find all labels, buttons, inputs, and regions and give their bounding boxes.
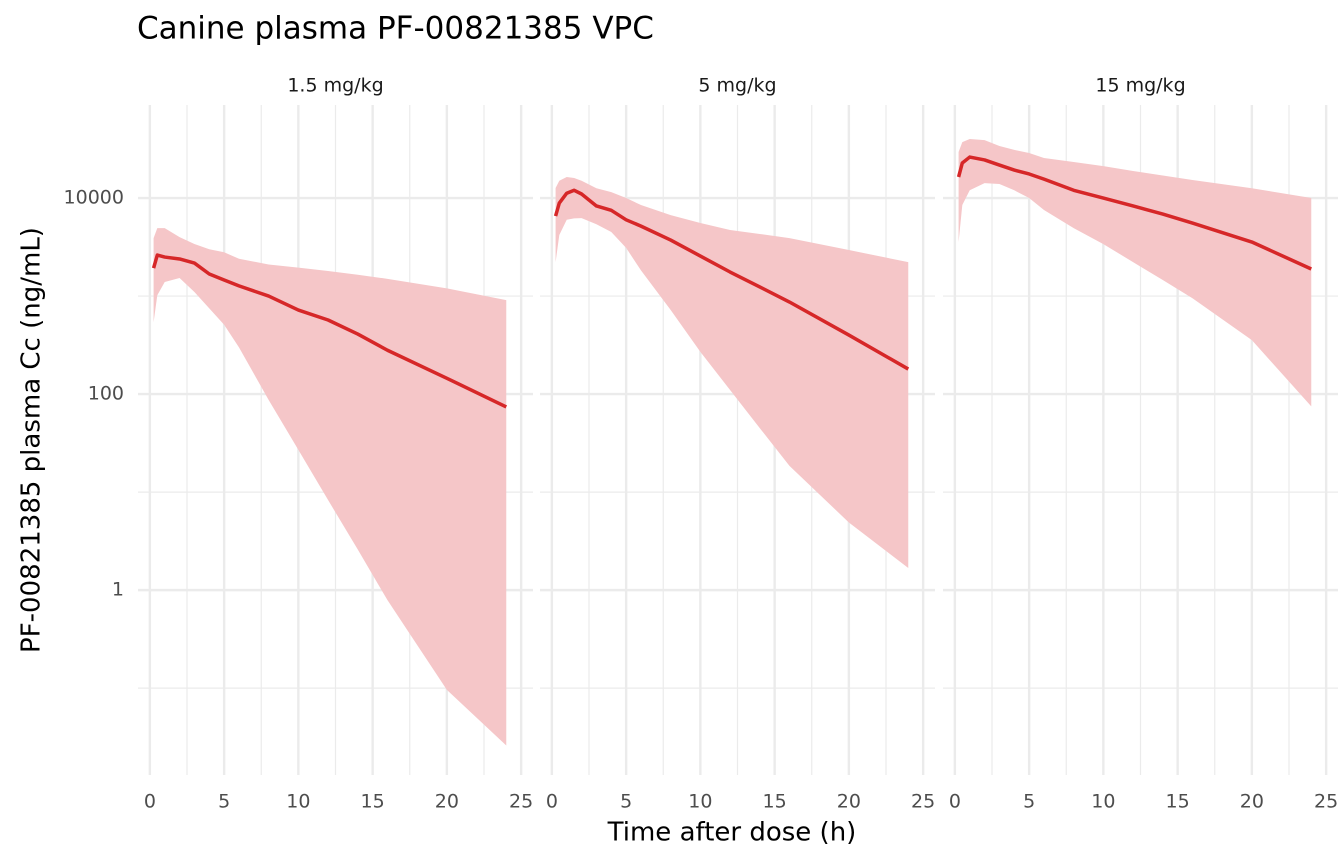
x-tick-label: 5 [218, 791, 230, 813]
x-tick-label: 5 [1023, 791, 1035, 813]
ribbon [555, 176, 909, 569]
median-line [956, 155, 1312, 271]
x-tick-label: 20 [1240, 791, 1264, 813]
x-axis-label: Time after dose (h) [607, 818, 857, 848]
x-tick-label: 0 [949, 791, 961, 813]
y-tick-label: 10000 [64, 187, 124, 209]
ribbon [958, 139, 1312, 407]
y-tick-label: 1 [112, 579, 124, 601]
y-axis-label: PF-00821385 plasma Cc (ng/mL) [17, 227, 47, 653]
x-tick-label: 15 [763, 791, 787, 813]
x-tick-label: 20 [837, 791, 861, 813]
y-tick-label: 100 [88, 383, 124, 405]
x-tick-label: 0 [144, 791, 156, 813]
x-tick-label: 10 [688, 791, 712, 813]
facet-label: 1.5 mg/kg [287, 75, 383, 97]
x-tick-label: 10 [1091, 791, 1115, 813]
facet-label: 5 mg/kg [698, 75, 776, 97]
ribbon [153, 228, 507, 746]
x-tick-label: 0 [546, 791, 558, 813]
x-tick-label: 15 [361, 791, 385, 813]
median-line [553, 188, 910, 371]
x-tick-label: 10 [286, 791, 310, 813]
x-tick-label: 25 [911, 791, 935, 813]
median-line [151, 253, 508, 409]
facet-label: 15 mg/kg [1095, 75, 1185, 97]
x-tick-label: 25 [509, 791, 533, 813]
x-tick-label: 20 [435, 791, 459, 813]
chart-title: Canine plasma PF-00821385 VPC [137, 11, 654, 47]
x-tick-label: 25 [1314, 791, 1338, 813]
x-tick-label: 5 [620, 791, 632, 813]
x-tick-label: 15 [1166, 791, 1190, 813]
